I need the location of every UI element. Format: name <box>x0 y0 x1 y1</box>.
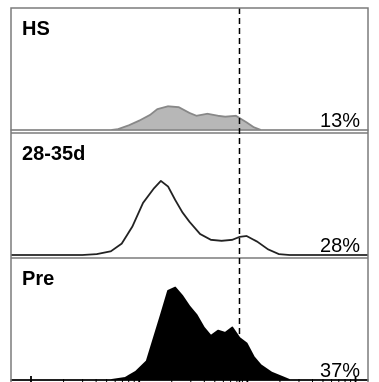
histogram-28-35d <box>11 180 368 256</box>
histogram-pre <box>10 286 369 381</box>
histogram-panels: HS 13% 28-35d 28% Pre 37% <box>10 18 369 382</box>
panel-hs: HS 13% <box>10 18 369 132</box>
panel-pre: Pre 37% <box>10 257 369 382</box>
panel-label: HS <box>22 18 50 40</box>
histogram-hs <box>10 105 369 131</box>
figure-frame <box>10 7 369 382</box>
panel-label: 28-35d <box>22 143 85 165</box>
gate-percentage: 37% <box>320 360 360 382</box>
gate-percentage: 28% <box>320 235 360 257</box>
panel-label: Pre <box>22 268 54 290</box>
panel-28-35d: 28-35d 28% <box>11 132 368 257</box>
gate-percentage: 13% <box>320 110 360 132</box>
